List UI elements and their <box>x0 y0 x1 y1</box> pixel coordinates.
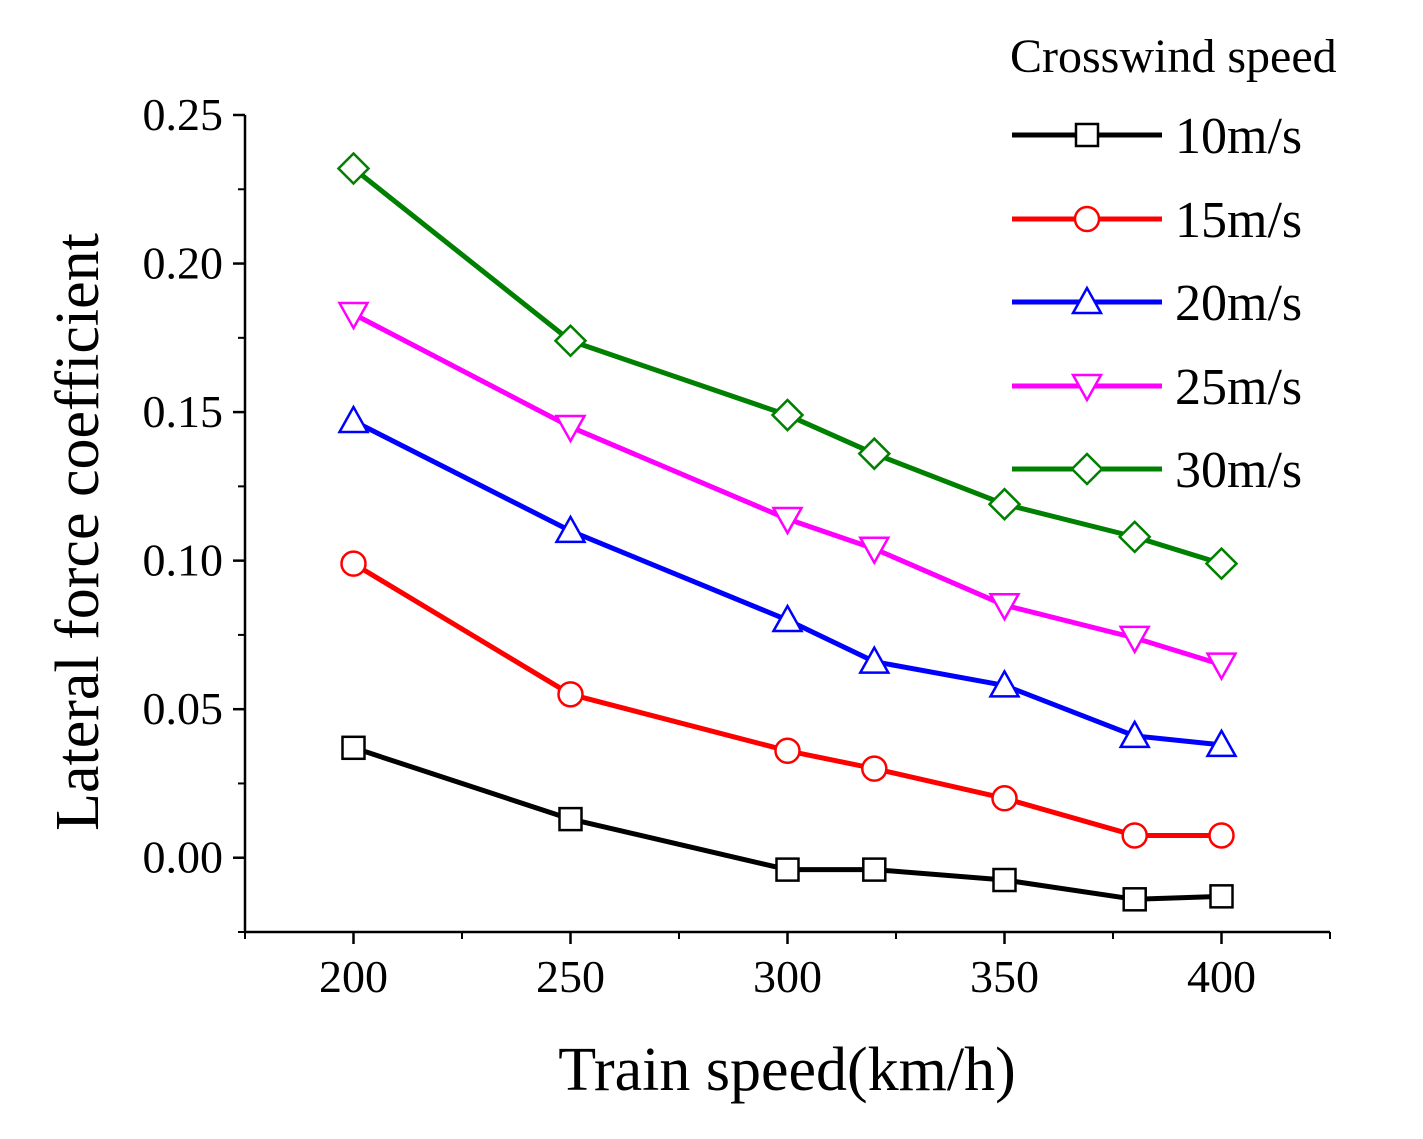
data-point <box>1118 625 1151 655</box>
data-point <box>988 668 1021 698</box>
data-point <box>992 867 1017 893</box>
data-point <box>775 857 800 882</box>
legend-marker <box>1073 205 1101 233</box>
y-tick-label: 0.10 <box>143 535 224 586</box>
data-point <box>991 785 1018 812</box>
legend-label: 15m/s <box>1175 192 1302 249</box>
legend-item-30ms: 30m/s <box>1012 442 1302 499</box>
y-tick-label: 0.05 <box>143 683 224 734</box>
series-15ms <box>340 550 1235 849</box>
data-point <box>862 857 887 882</box>
data-point <box>1209 884 1234 909</box>
data-point <box>1208 822 1235 849</box>
data-point <box>1117 520 1152 554</box>
legend-marker <box>1074 122 1100 148</box>
series-30ms <box>336 151 1239 581</box>
y-tick-label: 0.25 <box>143 89 224 140</box>
data-point <box>1204 546 1239 581</box>
legend-label: 30m/s <box>1175 442 1302 499</box>
legend-label: 20m/s <box>1175 275 1302 332</box>
data-point <box>1122 887 1147 912</box>
data-point <box>557 681 584 708</box>
data-point <box>341 735 366 761</box>
axis-ticks: 200 250 300 350 400 0.00 0.05 0.10 0.15 0.20 0.25 <box>143 89 1331 1002</box>
legend-item-10ms: 10m/s <box>1012 108 1302 165</box>
data-point <box>558 806 583 832</box>
y-tick-label: 0.00 <box>143 832 224 883</box>
series-20ms <box>337 404 1238 758</box>
legend-label: 10m/s <box>1175 108 1302 165</box>
data-point <box>771 506 804 536</box>
y-axis-title: Lateral force coefficient <box>44 233 112 831</box>
legend-marker <box>1070 452 1104 486</box>
legend-item-20ms: 20m/s <box>1012 275 1302 332</box>
data-point <box>1121 822 1148 849</box>
data-point <box>988 592 1021 622</box>
x-tick-label: 400 <box>1187 951 1256 1002</box>
data-point <box>1205 652 1238 682</box>
y-tick-label: 0.15 <box>143 386 224 437</box>
y-tick-label: 0.20 <box>143 238 224 289</box>
legend-item-15ms: 15m/s <box>1012 192 1302 249</box>
x-tick-label: 300 <box>753 951 822 1002</box>
legend-title: Crosswind speed <box>1010 30 1337 83</box>
data-point <box>554 514 587 544</box>
x-tick-label: 350 <box>970 951 1039 1002</box>
data-point <box>770 398 805 432</box>
data-point <box>771 603 804 633</box>
data-point <box>861 755 888 782</box>
series-25ms <box>337 301 1238 682</box>
data-point <box>858 645 891 674</box>
data-point <box>1118 719 1151 749</box>
x-tick-label: 200 <box>319 951 388 1002</box>
legend-marker <box>1070 373 1104 403</box>
data-point <box>858 536 891 566</box>
legend-marker <box>1070 285 1104 315</box>
x-tick-label: 250 <box>536 951 605 1002</box>
x-axis-title: Train speed(km/h) <box>558 1036 1016 1104</box>
legend: 10m/s 15m/s 20m/s 25m/s 30m/s <box>1012 108 1302 499</box>
data-point <box>336 151 371 186</box>
data-point <box>554 414 587 444</box>
data-point <box>340 550 367 577</box>
legend-label: 25m/s <box>1175 359 1302 416</box>
data-point <box>1205 728 1238 758</box>
legend-item-25ms: 25m/s <box>1012 359 1302 416</box>
data-point <box>774 737 801 765</box>
data-point <box>857 436 892 471</box>
data-point <box>987 487 1022 521</box>
data-point <box>337 404 370 434</box>
series-layer <box>336 151 1239 912</box>
series-10ms <box>341 735 1234 912</box>
data-point <box>337 301 370 331</box>
data-point <box>553 324 588 358</box>
